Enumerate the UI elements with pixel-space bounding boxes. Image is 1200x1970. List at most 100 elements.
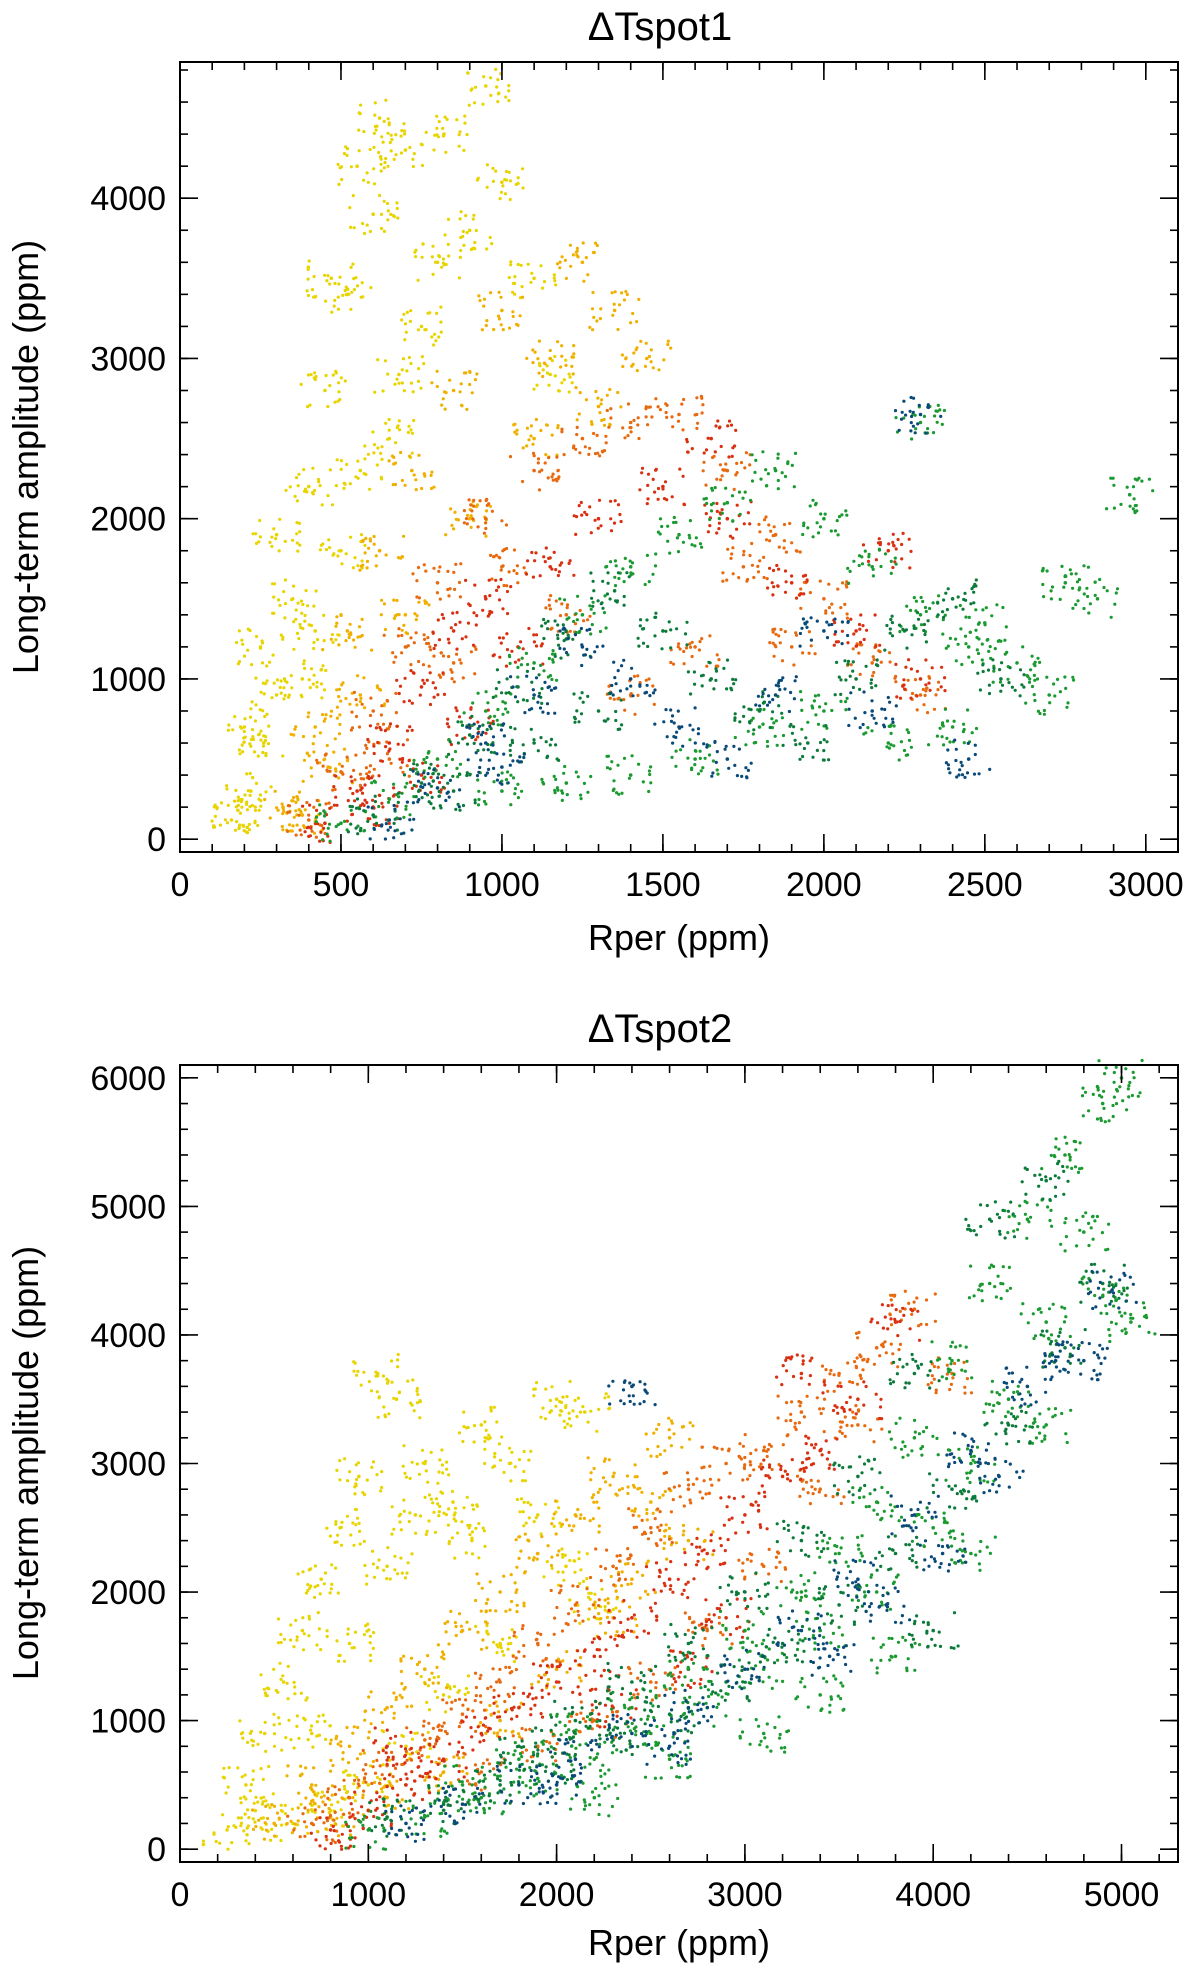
panel-2-point [403, 1685, 407, 1690]
panel-1-point [499, 190, 503, 194]
panel-1-point [789, 722, 793, 727]
panel-1-point [409, 428, 413, 432]
panel-2-point [260, 1802, 264, 1806]
panel-2-point [347, 1811, 352, 1815]
panel-2-point [498, 1667, 502, 1671]
panel-1-point [452, 527, 456, 531]
panel-1-point [526, 662, 530, 667]
panel-1-point [580, 663, 584, 668]
panel-1-point [628, 420, 633, 425]
panel-1-point [874, 644, 878, 649]
panel-1-point [809, 638, 814, 642]
panel-1-point [790, 541, 794, 545]
panel-1-point [806, 720, 810, 724]
panel-1-point [529, 434, 533, 438]
panel-2-point [279, 1838, 283, 1843]
panel-1-point [381, 389, 385, 393]
panel-2-point [409, 1757, 413, 1762]
panel-1-point [717, 521, 722, 525]
panel-2-point [395, 1779, 399, 1783]
panel-1-point [693, 763, 697, 767]
panel-1-point [347, 292, 351, 296]
panel-1-point [215, 805, 219, 810]
panel-1-point [727, 419, 732, 423]
panel-1-point [537, 371, 541, 375]
panel-1-point [886, 548, 891, 553]
panel-2-point [572, 1559, 576, 1563]
panel-1-point [275, 678, 280, 682]
panel-1-point [412, 758, 416, 763]
panel-1-point [324, 299, 328, 303]
panel-2-point [401, 1464, 405, 1468]
panel-2-point [390, 1532, 394, 1536]
panel-1-point [262, 692, 266, 696]
panel-2-point [442, 1652, 446, 1657]
panel-1-point [315, 685, 319, 689]
panel-1-point [342, 486, 346, 490]
panel-1-point [276, 808, 280, 812]
panel-1-point [461, 676, 465, 680]
panel-1-point [599, 307, 603, 311]
panel-1-point [909, 549, 913, 554]
panel-1-point [685, 643, 689, 647]
panel-1-point [598, 411, 602, 415]
panel-2-point [508, 1446, 512, 1450]
panel-2-point [427, 1493, 432, 1497]
panel-1-point [696, 727, 701, 731]
panel-1-point [377, 548, 382, 553]
panel-2-point [433, 1530, 438, 1534]
panel-1-point [355, 164, 359, 168]
panel-1-point [811, 755, 815, 759]
panel-1-point [889, 617, 893, 622]
panel-1-point [491, 743, 495, 747]
panel-1-point [677, 532, 681, 537]
panel-2-point [529, 1503, 533, 1507]
panel-1-point [818, 740, 823, 745]
panel-2-point [703, 1538, 707, 1543]
panel-1-point [283, 539, 287, 544]
panel-1-point [346, 799, 350, 803]
panel-2-point [466, 1674, 471, 1678]
panel-1-point [839, 699, 843, 704]
panel-1-point [991, 658, 995, 662]
panel-1-point [356, 674, 360, 678]
panel-1-point [542, 361, 547, 365]
panel-1-point [459, 248, 463, 253]
panel-2-point [470, 1530, 474, 1534]
panel-1-point [846, 633, 850, 638]
panel-1-point [887, 542, 891, 546]
panel-1-point [954, 758, 958, 763]
panel-1-point [847, 723, 851, 728]
panel-2-point [338, 1653, 342, 1657]
panel-2-point [611, 1564, 615, 1569]
panel-1-point [294, 833, 298, 837]
panel-2-point [468, 1533, 472, 1537]
panel-1-point [398, 428, 402, 432]
panel-1-point [660, 524, 664, 529]
panel-1-point [507, 653, 511, 658]
panel-2-point [371, 1549, 375, 1553]
panel-1-point [987, 691, 992, 696]
panel-1-point [558, 646, 562, 651]
panel-1-point [852, 559, 856, 563]
panel-2-point [292, 1746, 296, 1750]
panel-2-point [509, 1641, 513, 1645]
panel-1-point [811, 706, 815, 710]
panel-1-point [770, 717, 774, 721]
panel-1-point [931, 601, 935, 605]
panel-1-point [807, 651, 811, 655]
panel-2-point [649, 1454, 653, 1458]
panel-1-point [1032, 673, 1036, 678]
panel-2-point [328, 1591, 332, 1595]
panel-1-point [459, 235, 463, 240]
panel-2-point [564, 1621, 568, 1626]
panel-1-point [532, 696, 536, 700]
panel-1-point [622, 756, 627, 760]
panel-1-point [458, 658, 462, 662]
panel-1-point [553, 791, 557, 795]
panel-2-point [283, 1812, 287, 1816]
panel-2-point [552, 1524, 556, 1528]
panel-1-point [596, 599, 600, 603]
panel-1-point [907, 658, 911, 662]
panel-2-point [597, 1407, 601, 1411]
